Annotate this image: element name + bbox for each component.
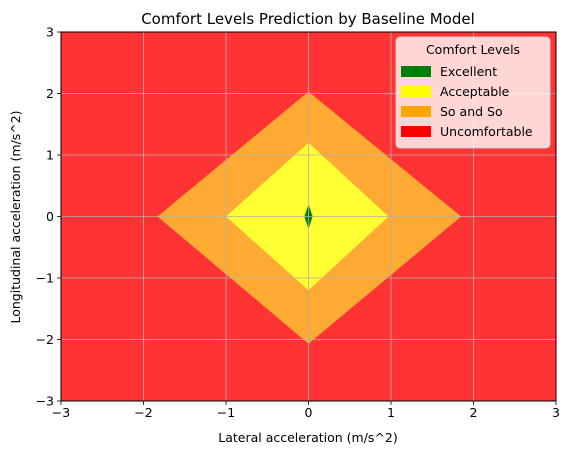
legend-box — [395, 36, 551, 149]
x-axis-ticks: −3 −2 −1 0 1 2 3 — [52, 401, 560, 420]
x-tick-label: 3 — [552, 405, 560, 420]
y-axis-ticks: −3 −2 −1 0 1 2 3 — [36, 25, 61, 409]
legend-swatch-excellent — [401, 66, 431, 77]
legend-label: Acceptable — [440, 84, 510, 99]
x-tick-label: 1 — [387, 405, 395, 420]
legend: Comfort Levels Excellent Acceptable So and… — [395, 36, 551, 149]
x-tick-label: 2 — [470, 405, 478, 420]
legend-label: Excellent — [440, 64, 497, 79]
legend-entries: Excellent Acceptable So and So Uncomfortabl… — [401, 64, 533, 139]
legend-title: Comfort Levels — [426, 42, 520, 57]
legend-swatch-so-and-so — [401, 106, 431, 117]
y-axis-label: Longitudinal acceleration (m/s^2) — [8, 110, 23, 323]
legend-label: So and So — [440, 104, 503, 119]
x-tick-label: −1 — [217, 405, 235, 420]
y-tick-label: −1 — [36, 271, 54, 286]
y-tick-label: −2 — [36, 332, 54, 347]
y-tick-label: 3 — [46, 25, 54, 40]
legend-swatch-uncomfortable — [401, 126, 431, 137]
y-tick-label: 0 — [46, 209, 54, 224]
legend-label: Uncomfortable — [440, 124, 533, 139]
chart-title: Comfort Levels Prediction by Baseline Mo… — [141, 10, 475, 28]
legend-swatch-acceptable — [401, 86, 431, 97]
x-axis-label: Lateral acceleration (m/s^2) — [218, 430, 398, 445]
y-tick-label: 1 — [46, 148, 54, 163]
x-tick-label: 0 — [305, 405, 313, 420]
y-tick-label: 2 — [46, 86, 54, 101]
x-tick-label: −3 — [52, 405, 70, 420]
y-tick-label: −3 — [36, 394, 54, 409]
x-tick-label: −2 — [134, 405, 152, 420]
